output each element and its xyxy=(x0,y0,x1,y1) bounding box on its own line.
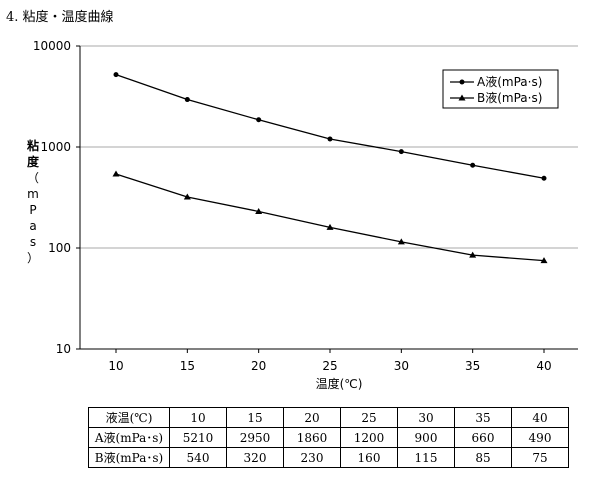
y-axis-label-char: a xyxy=(29,219,36,233)
table-header-cell: 25 xyxy=(340,407,398,428)
table-row: A液(mPa･s) 5210 2950 1860 1200 900 660 490 xyxy=(88,427,569,448)
viscosity-chart: 10 100 1000 10000 10 15 20 25 30 35 40 温度(℃) 粘度 （ mPa… xyxy=(27,39,578,391)
legend-marker-triangle xyxy=(458,94,466,101)
data-point xyxy=(327,136,333,142)
x-tick-label: 20 xyxy=(251,359,266,373)
data-point xyxy=(541,175,547,181)
section-title: 4. 粘度・温度曲線 xyxy=(6,10,114,25)
table-header-cell: 40 xyxy=(511,407,569,428)
x-tick-label: 10 xyxy=(108,359,123,373)
data-point xyxy=(398,149,404,155)
data-point xyxy=(183,193,191,200)
table-cell: 540 xyxy=(169,447,227,468)
table-row: B液(mPa･s) 540 320 230 160 115 85 75 xyxy=(88,447,569,468)
legend-marker-circle xyxy=(459,79,465,85)
legend-box xyxy=(442,69,559,109)
y-axis-label-char: ） xyxy=(27,251,39,265)
x-tick-label: 15 xyxy=(180,359,195,373)
y-axis-label-char: P xyxy=(29,203,36,217)
tick-labels: 10 100 1000 10000 10 15 20 25 30 35 40 xyxy=(33,39,552,373)
table-header-cell: 15 xyxy=(226,407,284,428)
table-cell: 1860 xyxy=(283,427,341,448)
table-cell: 900 xyxy=(397,427,455,448)
data-point xyxy=(112,170,120,177)
table-cell: 660 xyxy=(454,427,512,448)
x-axis-label: 温度(℃) xyxy=(316,376,363,391)
x-tick-label: 25 xyxy=(322,359,337,373)
y-axis-label-char: s xyxy=(30,235,36,249)
table-row-label: B液(mPa･s) xyxy=(88,447,170,468)
y-axis-label-char: m xyxy=(27,187,39,201)
table-cell: 115 xyxy=(397,447,455,468)
data-point xyxy=(184,97,190,103)
data-point xyxy=(540,257,548,264)
y-tick-label: 10000 xyxy=(33,39,71,53)
legend-label: B液(mPa·s) xyxy=(477,90,542,105)
y-axis-label-char: （ xyxy=(27,171,39,185)
y-axis-label-char: 粘 xyxy=(27,138,39,153)
data-table: 液温(℃) 10 15 20 25 30 35 40 A液(mPa･s) 5210 2950 1860… xyxy=(88,407,569,468)
table-header-row: 液温(℃) 10 15 20 25 30 35 40 xyxy=(88,407,569,428)
y-axis-label-char: 度 xyxy=(27,154,40,169)
table-cell: 5210 xyxy=(169,427,227,448)
table-cell: 490 xyxy=(511,427,569,448)
table-cell: 320 xyxy=(226,447,284,468)
data-point xyxy=(469,251,477,258)
data-point xyxy=(113,72,119,78)
table-cell: 1200 xyxy=(340,427,398,448)
table-cell: 75 xyxy=(511,447,569,468)
table-header-cell: 30 xyxy=(397,407,455,428)
table-header-label: 液温(℃) xyxy=(88,407,170,428)
table-header-cell: 35 xyxy=(454,407,512,428)
legend: A液(mPa·s)B液(mPa·s) xyxy=(442,69,559,109)
table-cell: 85 xyxy=(454,447,512,468)
x-tick-label: 30 xyxy=(394,359,409,373)
x-tick-label: 40 xyxy=(536,359,551,373)
y-tick-label: 1000 xyxy=(40,140,71,154)
table-cell: 230 xyxy=(283,447,341,468)
grid-lines xyxy=(80,45,578,249)
axes xyxy=(76,45,578,353)
y-tick-label: 100 xyxy=(48,241,71,255)
table-header-cell: 10 xyxy=(169,407,227,428)
y-tick-label: 10 xyxy=(56,342,71,356)
data-point xyxy=(255,207,263,214)
x-tick-label: 35 xyxy=(465,359,480,373)
table-row-label: A液(mPa･s) xyxy=(88,427,170,448)
table-cell: 2950 xyxy=(226,427,284,448)
table-cell: 160 xyxy=(340,447,398,468)
data-point xyxy=(397,238,405,245)
table-header-cell: 20 xyxy=(283,407,341,428)
legend-label: A液(mPa·s) xyxy=(477,74,542,89)
data-point xyxy=(326,223,334,230)
data-point xyxy=(256,117,262,123)
data-point xyxy=(470,162,476,168)
series-layer xyxy=(112,72,548,264)
